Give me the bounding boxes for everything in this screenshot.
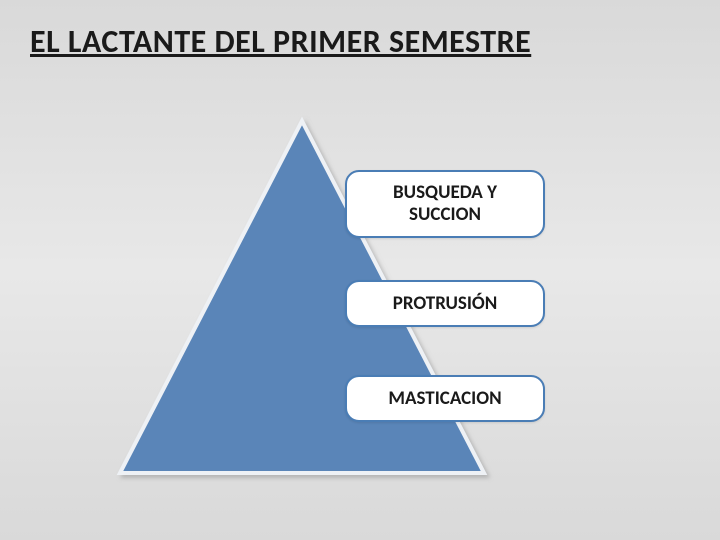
triangle-diagram: BUSQUEDA Y SUCCION PROTRUSIÓN MASTICACIO…: [100, 115, 620, 495]
page-title: EL LACTANTE DEL PRIMER SEMESTRE: [30, 22, 531, 61]
pyramid-label-1: BUSQUEDA Y SUCCION: [345, 170, 545, 238]
pyramid-label-3: MASTICACION: [345, 375, 545, 422]
pyramid-label-2: PROTRUSIÓN: [345, 280, 545, 327]
